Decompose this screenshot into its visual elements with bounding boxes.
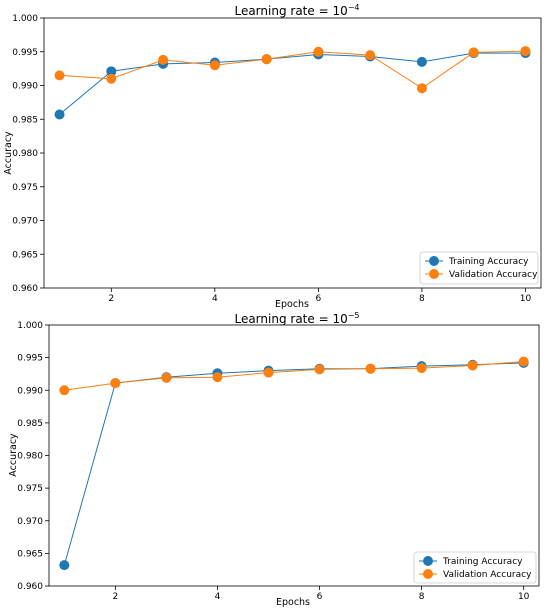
x-tick-label: 4 bbox=[215, 592, 221, 602]
legend-marker bbox=[429, 256, 439, 266]
validation-point bbox=[468, 47, 479, 58]
x-tick-label: 6 bbox=[317, 592, 323, 602]
y-tick-label: 0.965 bbox=[17, 549, 43, 559]
x-tick-label: 6 bbox=[316, 294, 322, 304]
validation-point bbox=[467, 360, 478, 371]
legend-box bbox=[419, 251, 539, 285]
validation-point bbox=[106, 73, 117, 84]
y-tick-label: 0.995 bbox=[17, 354, 43, 364]
plot-area bbox=[43, 17, 542, 289]
y-axis-label: Accuracy bbox=[3, 131, 14, 175]
validation-point bbox=[161, 372, 172, 383]
chart-title: Learning rate = 10−4 bbox=[234, 3, 359, 18]
y-tick-label: 0.990 bbox=[17, 386, 43, 396]
legend-label: Validation Accuracy bbox=[443, 570, 532, 580]
legend-label: Training Accuracy bbox=[442, 557, 523, 567]
x-tick-label: 10 bbox=[520, 294, 532, 304]
chart-panel-bottom: Learning rate = 10−5 0.960 0.965 0.970 0.97… bbox=[8, 311, 540, 608]
series-line-validation bbox=[64, 361, 524, 391]
legend-marker bbox=[423, 556, 433, 566]
validation-point bbox=[212, 372, 223, 383]
training-point bbox=[106, 66, 117, 77]
validation-point bbox=[261, 54, 272, 65]
legend: Training Accuracy Validation Accuracy bbox=[419, 251, 539, 285]
x-axis-ticks: 2 4 6 8 10 bbox=[112, 586, 530, 602]
validation-point bbox=[416, 83, 427, 94]
x-axis-label: Epochs bbox=[276, 597, 310, 608]
y-axis-ticks: 0.960 0.965 0.970 0.975 0.980 0.985 0.990 0.995… bbox=[12, 14, 44, 294]
y-tick-label: 0.975 bbox=[12, 183, 38, 193]
legend-label: Training Accuracy bbox=[448, 257, 529, 267]
y-tick-label: 0.980 bbox=[17, 452, 43, 462]
y-tick-label: 0.960 bbox=[17, 582, 43, 592]
y-tick-label: 0.970 bbox=[17, 517, 43, 527]
validation-point bbox=[520, 46, 531, 57]
validation-point bbox=[209, 60, 220, 71]
x-tick-label: 2 bbox=[108, 294, 114, 304]
training-point bbox=[54, 109, 65, 120]
y-tick-label: 0.965 bbox=[12, 250, 38, 260]
plot-area bbox=[48, 324, 540, 587]
validation-point bbox=[59, 385, 70, 396]
x-tick-label: 2 bbox=[112, 592, 118, 602]
legend-marker bbox=[429, 269, 439, 279]
series-line-training bbox=[59, 52, 526, 115]
x-tick-label: 8 bbox=[419, 294, 425, 304]
validation-point bbox=[54, 70, 65, 81]
validation-point bbox=[263, 367, 274, 378]
y-tick-label: 1.000 bbox=[17, 321, 43, 331]
series-layer bbox=[54, 46, 531, 120]
y-tick-label: 0.960 bbox=[12, 284, 38, 294]
x-tick-label: 10 bbox=[518, 592, 530, 602]
x-tick-label: 8 bbox=[419, 592, 425, 602]
x-tick-label: 4 bbox=[212, 294, 218, 304]
validation-point bbox=[518, 356, 529, 367]
y-tick-label: 0.970 bbox=[12, 217, 38, 227]
y-tick-label: 0.975 bbox=[17, 484, 43, 494]
y-tick-label: 1.000 bbox=[12, 14, 38, 24]
legend-label: Validation Accuracy bbox=[449, 270, 538, 280]
y-tick-label: 0.990 bbox=[12, 82, 38, 92]
y-axis-label: Accuracy bbox=[8, 433, 19, 477]
training-point bbox=[416, 56, 427, 67]
legend: Training Accuracy Validation Accuracy bbox=[413, 551, 537, 584]
x-axis-ticks: 2 4 6 8 10 bbox=[108, 288, 531, 304]
chart-title: Learning rate = 10−5 bbox=[234, 311, 359, 326]
y-axis-ticks: 0.960 0.965 0.970 0.975 0.980 0.985 0.990 0.995… bbox=[17, 321, 49, 592]
training-point bbox=[59, 560, 70, 571]
chart-panel-top: Learning rate = 10−4 0.960 0.965 0.970 0.97… bbox=[3, 3, 542, 310]
y-tick-label: 0.995 bbox=[12, 48, 38, 58]
y-tick-label: 0.985 bbox=[12, 115, 38, 125]
x-axis-label: Epochs bbox=[275, 299, 309, 310]
validation-point bbox=[314, 364, 325, 375]
validation-point bbox=[110, 378, 121, 389]
validation-point bbox=[416, 363, 427, 374]
validation-point bbox=[313, 46, 324, 57]
y-tick-label: 0.985 bbox=[17, 419, 43, 429]
legend-box bbox=[413, 551, 537, 584]
validation-point bbox=[365, 50, 376, 61]
legend-marker bbox=[423, 569, 433, 579]
validation-point bbox=[365, 363, 376, 374]
validation-point bbox=[158, 54, 169, 65]
y-tick-label: 0.980 bbox=[12, 149, 38, 159]
series-layer bbox=[59, 356, 529, 571]
series-line-validation bbox=[59, 50, 526, 89]
